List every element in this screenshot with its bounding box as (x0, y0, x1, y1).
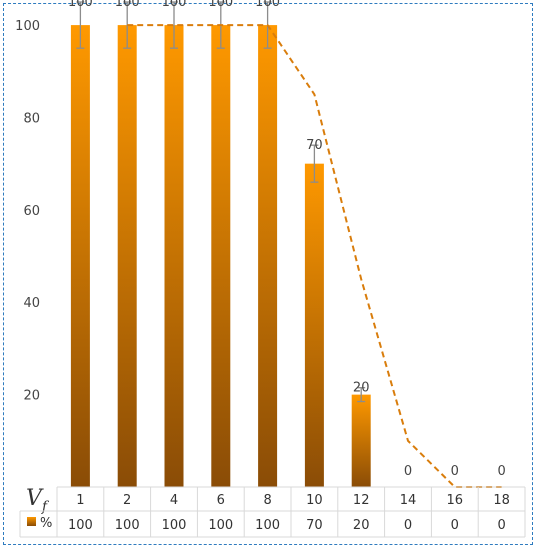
bar (70, 25, 90, 487)
legend-key-swatch (27, 517, 36, 526)
row-label-vf: Vf (26, 486, 50, 515)
data-label: 0 (404, 464, 412, 479)
bar (117, 25, 137, 487)
y-tick-label: 20 (23, 389, 40, 404)
category-label: 1 (76, 493, 84, 508)
data-label: 100 (162, 0, 187, 10)
bar (211, 25, 231, 487)
category-label: 10 (306, 493, 323, 508)
table-value-cell: 100 (162, 518, 187, 533)
table-value-cell: 20 (353, 518, 370, 533)
bars (70, 25, 371, 487)
category-label: 12 (353, 493, 370, 508)
bar (304, 163, 324, 487)
bar (164, 25, 184, 487)
data-labels: 100 100 100 100 100 70 20 0 0 0 (68, 0, 506, 479)
data-label: 0 (497, 464, 505, 479)
legend-key-label: % (40, 516, 52, 531)
table-value-cell: 0 (497, 518, 505, 533)
table-value-cell: 100 (255, 518, 280, 533)
data-label: 100 (255, 0, 280, 10)
category-label: 2 (123, 493, 131, 508)
y-tick-label: 60 (23, 204, 40, 219)
trendline (127, 24, 502, 488)
table-value-cell: 0 (404, 518, 412, 533)
data-label: 100 (208, 0, 233, 10)
bar (351, 394, 371, 487)
data-label: 20 (353, 381, 370, 396)
trendline-path (127, 24, 502, 488)
category-label: 6 (217, 493, 225, 508)
table-value-cell: 70 (306, 518, 323, 533)
table-value-cell: 0 (451, 518, 459, 533)
category-label: 16 (447, 493, 464, 508)
data-label: 100 (115, 0, 140, 10)
data-label: 70 (306, 138, 323, 153)
category-label: 4 (170, 493, 178, 508)
bar (258, 25, 278, 487)
y-tick-label: 100 (15, 19, 40, 34)
data-label: 0 (451, 464, 459, 479)
y-tick-label: 40 (23, 296, 40, 311)
data-label: 100 (68, 0, 93, 10)
category-label: 18 (493, 493, 510, 508)
table-value-cell: 100 (208, 518, 233, 533)
y-tick-label: 80 (23, 111, 40, 126)
data-table: Vf % 1 100 2 100 4 100 6 100 8 100 10 70 12 20 14 0 16 0 1… (19, 486, 526, 538)
category-label: 14 (400, 493, 417, 508)
category-label: 8 (263, 493, 271, 508)
y-axis: 20 40 60 80 100 (15, 19, 40, 404)
table-value-cell: 100 (68, 518, 93, 533)
table-value-cell: 100 (115, 518, 140, 533)
